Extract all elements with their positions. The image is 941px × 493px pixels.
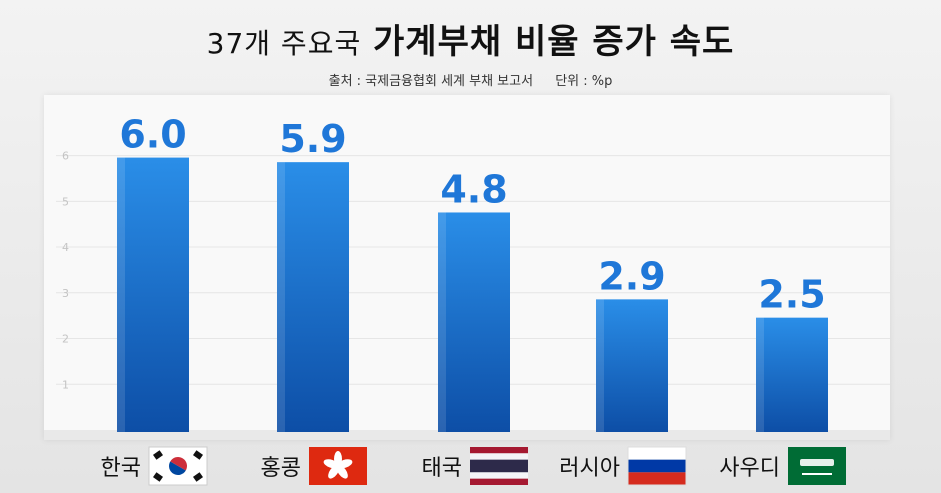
value-label: 2.5 [758, 273, 825, 317]
category-label: 러시아 [559, 456, 620, 481]
y-tick-label: 3 [62, 287, 69, 300]
bar-highlight [277, 162, 285, 433]
bar-highlight [596, 299, 604, 432]
category-label: 태국 [422, 456, 462, 481]
value-label: 2.9 [598, 254, 665, 298]
y-tick-label: 1 [62, 378, 69, 391]
y-tick-label: 2 [62, 333, 69, 346]
category-label: 사우디 [719, 456, 780, 481]
bar [756, 317, 828, 432]
hongkong-flag-icon [309, 447, 367, 485]
value-label: 6.0 [119, 113, 186, 157]
bar [596, 299, 668, 432]
bar-highlight [756, 317, 764, 432]
korea-flag-icon [148, 446, 208, 486]
title-main: 가계부채 비율 증가 속도 [373, 22, 735, 62]
thailand-flag-icon [470, 447, 528, 485]
bar-highlight [438, 212, 446, 432]
title-prefix: 37개 주요국 [206, 27, 362, 60]
category-label: 한국 [101, 456, 141, 481]
chart-title: 37개 주요국 가계부채 비율 증가 속도 [0, 14, 941, 63]
y-tick-label: 4 [62, 241, 69, 254]
saudi-flag-icon [788, 447, 846, 485]
russia-flag-icon [627, 446, 687, 486]
bar [438, 212, 510, 432]
unit-text: 단위 : %p [555, 74, 613, 89]
value-label: 5.9 [279, 117, 346, 161]
source-line: 출처 : 국제금융협회 세계 부채 보고서 단위 : %p [0, 70, 941, 89]
bar-highlight [117, 157, 125, 432]
source-text: 출처 : 국제금융협회 세계 부채 보고서 [328, 74, 534, 89]
y-tick-label: 6 [62, 150, 69, 163]
baseline [44, 430, 890, 440]
category-label: 홍콩 [261, 456, 301, 481]
value-label: 4.8 [440, 167, 507, 211]
bar [277, 162, 349, 433]
bar [117, 157, 189, 432]
y-tick-label: 5 [62, 195, 69, 208]
